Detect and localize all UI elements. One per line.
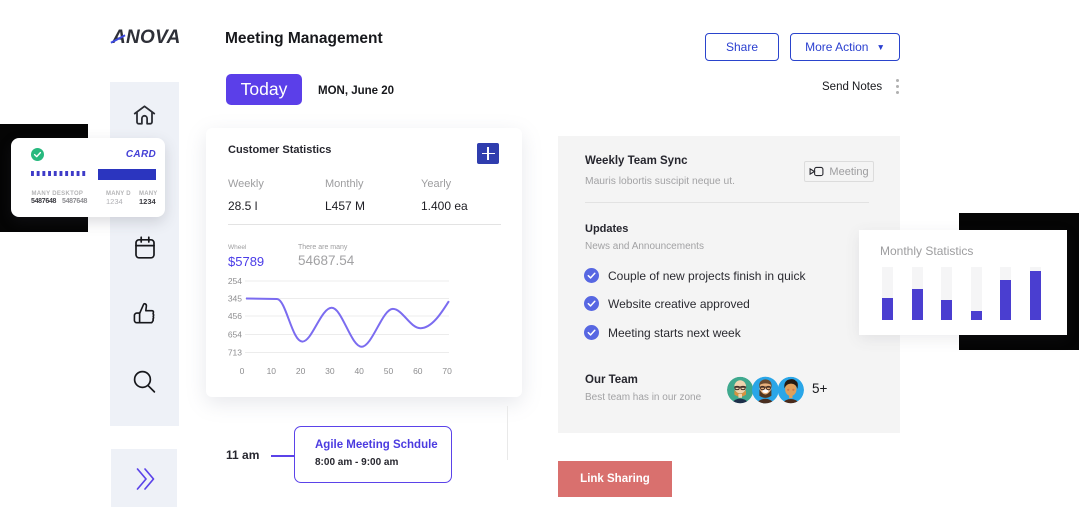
svg-text:70: 70 <box>442 366 452 376</box>
svg-text:40: 40 <box>354 366 364 376</box>
svg-text:713: 713 <box>228 348 242 358</box>
svg-text:456: 456 <box>228 311 242 321</box>
svg-text:654: 654 <box>228 330 242 340</box>
svg-text:50: 50 <box>384 366 394 376</box>
svg-text:5+: 5+ <box>812 381 828 396</box>
svg-text:10: 10 <box>267 366 277 376</box>
svg-text:345: 345 <box>228 294 242 304</box>
svg-text:0: 0 <box>240 366 245 376</box>
svg-text:60: 60 <box>413 366 423 376</box>
svg-text:20: 20 <box>296 366 306 376</box>
svg-text:254: 254 <box>228 276 242 286</box>
svg-text:30: 30 <box>325 366 335 376</box>
